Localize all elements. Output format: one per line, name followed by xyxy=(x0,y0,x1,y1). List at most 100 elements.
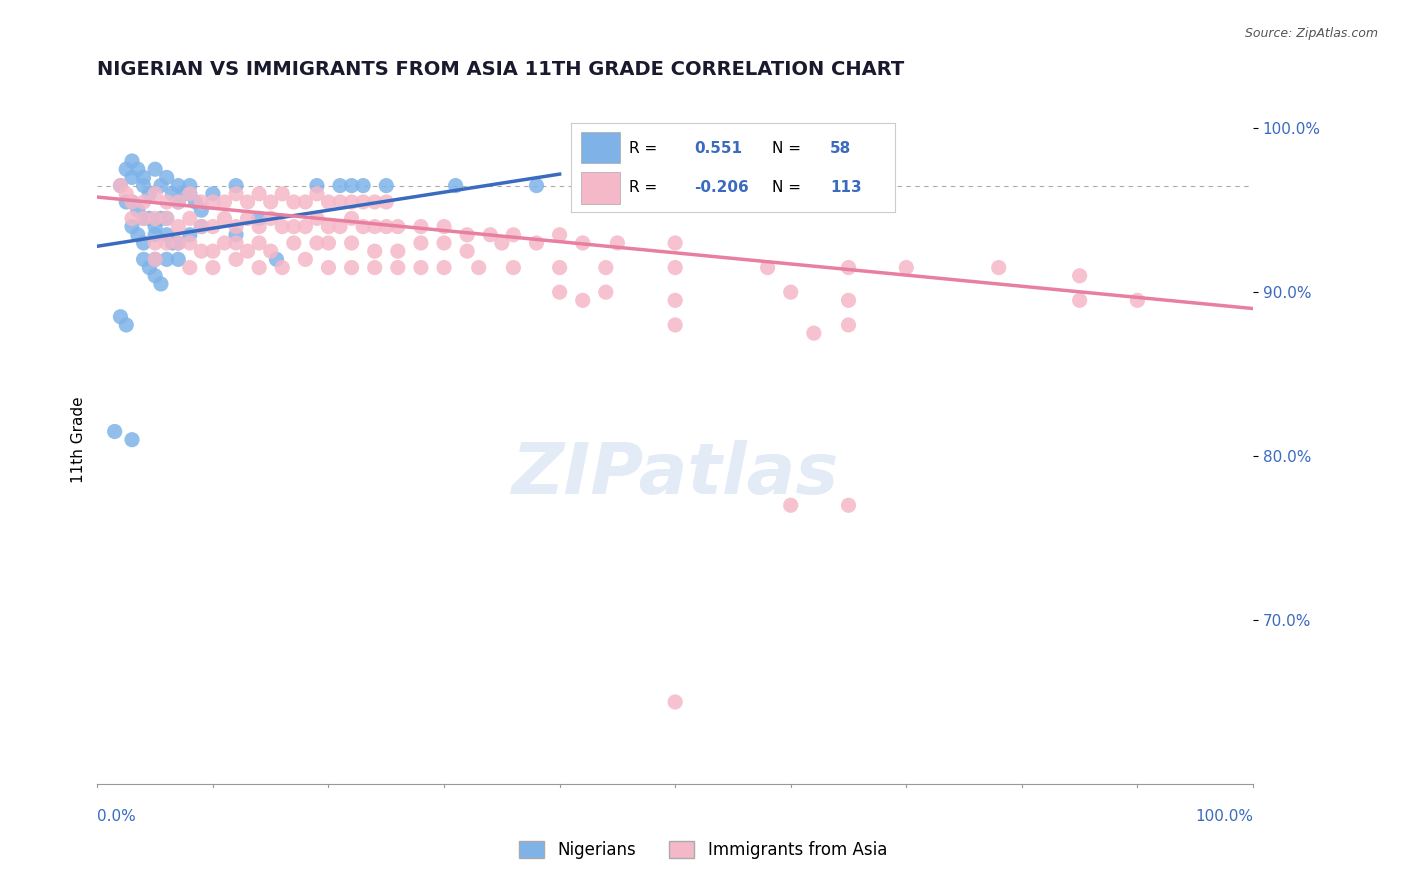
Point xyxy=(167,252,190,267)
Point xyxy=(491,235,513,250)
Point xyxy=(409,235,432,250)
Point xyxy=(121,194,143,209)
Point xyxy=(803,326,825,340)
Point xyxy=(779,498,801,512)
Point xyxy=(138,211,160,226)
Point xyxy=(571,293,593,308)
Point xyxy=(167,194,190,209)
Point xyxy=(664,318,686,332)
Point xyxy=(375,219,398,234)
Point xyxy=(271,186,294,201)
Point xyxy=(225,227,247,242)
Point xyxy=(837,318,859,332)
Point xyxy=(156,227,179,242)
Point xyxy=(121,194,143,209)
Point xyxy=(352,219,374,234)
Point xyxy=(236,244,259,259)
Point xyxy=(283,194,305,209)
Point xyxy=(444,178,467,193)
Point xyxy=(115,318,138,332)
Point xyxy=(201,194,224,209)
Point xyxy=(104,425,127,439)
Point xyxy=(201,260,224,275)
Y-axis label: 11th Grade: 11th Grade xyxy=(72,396,86,483)
Point xyxy=(526,235,548,250)
Point xyxy=(294,194,316,209)
Point xyxy=(115,194,138,209)
Legend: Nigerians, Immigrants from Asia: Nigerians, Immigrants from Asia xyxy=(512,834,894,866)
Point xyxy=(433,235,456,250)
Point xyxy=(121,211,143,226)
Point xyxy=(225,235,247,250)
Point xyxy=(305,211,328,226)
Point xyxy=(987,260,1010,275)
Point xyxy=(132,235,155,250)
Point xyxy=(433,260,456,275)
Point xyxy=(143,186,166,201)
Point xyxy=(190,219,212,234)
Point xyxy=(364,194,387,209)
Point xyxy=(156,194,179,209)
Point xyxy=(149,178,172,193)
Point xyxy=(132,194,155,209)
Point xyxy=(149,211,172,226)
Point xyxy=(606,235,628,250)
Point xyxy=(179,211,201,226)
Point xyxy=(167,219,190,234)
Point xyxy=(340,178,363,193)
Point xyxy=(167,235,190,250)
Point xyxy=(340,211,363,226)
Point xyxy=(190,219,212,234)
Point xyxy=(664,235,686,250)
Point xyxy=(179,260,201,275)
Point xyxy=(214,211,236,226)
Point xyxy=(156,252,179,267)
Point xyxy=(143,268,166,283)
Point xyxy=(352,178,374,193)
Point xyxy=(121,170,143,185)
Point xyxy=(664,260,686,275)
Point xyxy=(127,203,149,218)
Text: 100.0%: 100.0% xyxy=(1195,808,1253,823)
Point xyxy=(375,178,398,193)
Point xyxy=(352,194,374,209)
Point xyxy=(329,178,352,193)
Point xyxy=(236,211,259,226)
Point xyxy=(364,260,387,275)
Point xyxy=(110,310,132,324)
Point xyxy=(318,235,340,250)
Point xyxy=(225,252,247,267)
Point xyxy=(149,277,172,291)
Point xyxy=(837,293,859,308)
Point xyxy=(121,219,143,234)
Point xyxy=(571,235,593,250)
Point xyxy=(318,260,340,275)
Point xyxy=(779,285,801,300)
Point xyxy=(247,235,270,250)
Point xyxy=(143,252,166,267)
Point xyxy=(456,227,478,242)
Point xyxy=(364,219,387,234)
Point xyxy=(167,235,190,250)
Point xyxy=(387,244,409,259)
Point xyxy=(1069,268,1091,283)
Point xyxy=(294,219,316,234)
Point xyxy=(409,260,432,275)
Point xyxy=(837,498,859,512)
Point xyxy=(467,260,489,275)
Point xyxy=(409,219,432,234)
Point xyxy=(387,260,409,275)
Point xyxy=(179,227,201,242)
Point xyxy=(167,194,190,209)
Point xyxy=(121,154,143,169)
Point xyxy=(138,186,160,201)
Point xyxy=(548,227,571,242)
Text: ZIPatlas: ZIPatlas xyxy=(512,440,839,508)
Point xyxy=(266,252,288,267)
Point xyxy=(127,227,149,242)
Point xyxy=(340,260,363,275)
Point xyxy=(526,178,548,193)
Point xyxy=(305,186,328,201)
Point xyxy=(143,211,166,226)
Point xyxy=(1126,293,1149,308)
